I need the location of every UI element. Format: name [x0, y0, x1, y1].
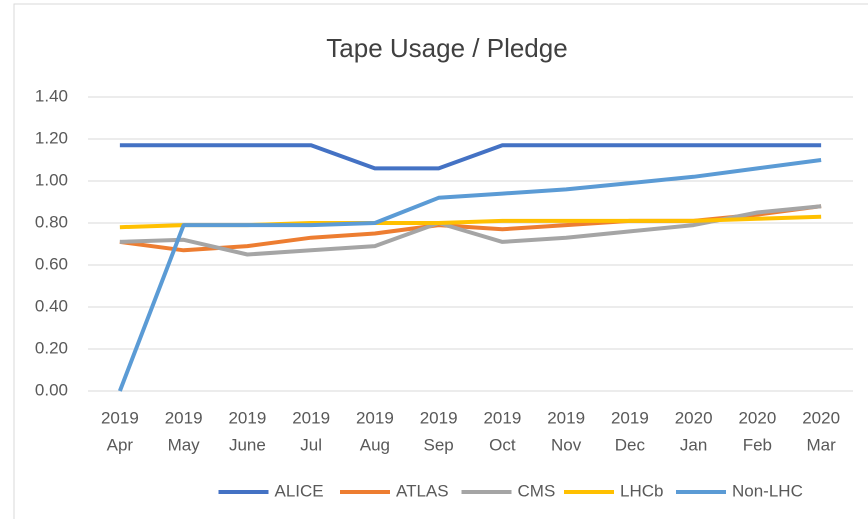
- x-tick-label: Jul: [300, 435, 322, 454]
- y-tick-label: 0.60: [35, 254, 68, 273]
- x-tick-label: 2019: [101, 408, 139, 427]
- y-tick-label: 1.00: [35, 170, 68, 189]
- x-tick-label: 2019: [228, 408, 266, 427]
- x-tick-label: Sep: [424, 435, 454, 454]
- legend-label: Non-LHC: [732, 481, 803, 500]
- x-tick-label: Oct: [489, 435, 516, 454]
- x-tick-label: Mar: [806, 435, 836, 454]
- x-tick-label: Jan: [680, 435, 707, 454]
- series-line: [119, 143, 822, 171]
- x-tick-label: Feb: [743, 435, 772, 454]
- x-tick-label: 2019: [547, 408, 585, 427]
- x-tick-label: Nov: [551, 435, 582, 454]
- x-tick-label: 2019: [356, 408, 394, 427]
- series-line: [118, 158, 822, 392]
- y-tick-label: 0.40: [35, 296, 68, 315]
- x-tick-label: 2019: [483, 408, 521, 427]
- series-line: [119, 204, 822, 257]
- legend-label: LHCb: [620, 481, 663, 500]
- x-tick-label: Aug: [360, 435, 390, 454]
- x-tick-label: 2019: [420, 408, 458, 427]
- legend-label: ATLAS: [396, 481, 449, 500]
- y-tick-label: 0.00: [35, 380, 68, 399]
- legend-label: CMS: [518, 481, 556, 500]
- x-tick-label: June: [229, 435, 266, 454]
- y-tick-label: 1.20: [35, 128, 68, 147]
- legend-label: ALICE: [275, 481, 324, 500]
- y-tick-label: 0.20: [35, 338, 68, 357]
- y-tick-label: 1.40: [35, 86, 68, 105]
- x-tick-label: 2019: [292, 408, 330, 427]
- x-tick-label: 2020: [675, 408, 713, 427]
- chart-border: [13, 3, 868, 519]
- y-tick-label: 0.80: [35, 212, 68, 231]
- x-tick-label: 2020: [802, 408, 840, 427]
- chart-title: Tape Usage / Pledge: [326, 33, 567, 63]
- x-tick-label: Apr: [107, 435, 134, 454]
- x-tick-label: 2020: [738, 408, 776, 427]
- x-tick-label: 2019: [611, 408, 649, 427]
- x-tick-label: 2019: [165, 408, 203, 427]
- x-tick-label: Dec: [615, 435, 646, 454]
- x-tick-label: May: [168, 435, 201, 454]
